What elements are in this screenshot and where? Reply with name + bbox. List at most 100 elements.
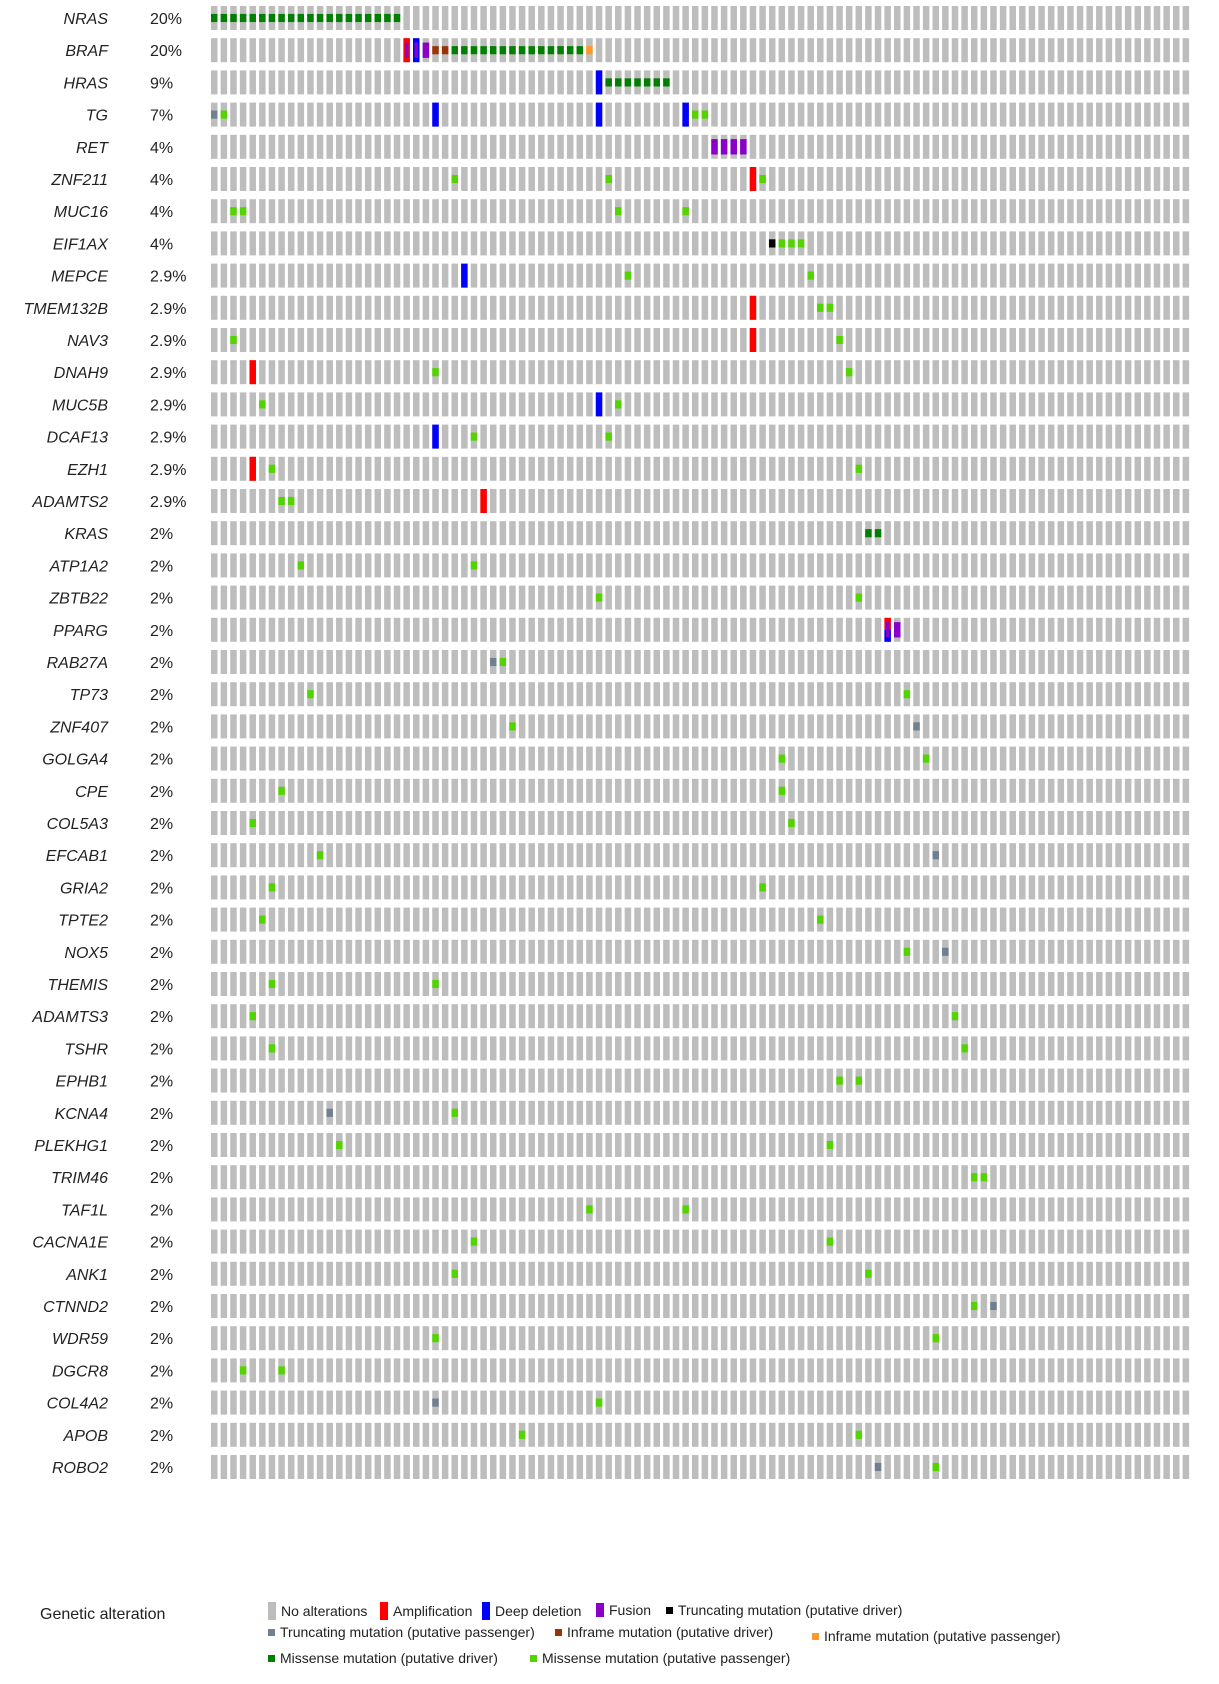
sample-cell: [817, 553, 824, 578]
sample-cell: [499, 1036, 507, 1061]
sample-cell: [951, 1197, 959, 1222]
sample-cell: [211, 1358, 218, 1383]
sample-cell: [990, 1229, 997, 1254]
sample-cell: [528, 1165, 535, 1190]
sample-cell: [307, 102, 314, 127]
gene-label: COL5A3: [47, 816, 108, 833]
sample-cell: [1134, 38, 1142, 63]
sample-cell: [605, 295, 612, 320]
sample-cell: [393, 1422, 401, 1447]
sample-cell: [672, 778, 680, 803]
sample-cell: [1086, 972, 1093, 996]
sample-cell: [1153, 263, 1161, 288]
sample-cell: [1067, 1100, 1074, 1125]
sample-cell: [393, 843, 401, 868]
sample-cell: [605, 1455, 612, 1479]
sample-cell: [268, 1455, 276, 1479]
sample-cell: [316, 1133, 324, 1157]
sample-cell: [1096, 102, 1103, 127]
sample-cell: [489, 939, 497, 964]
sample-cell: [894, 1100, 901, 1125]
sample-cell: [422, 939, 430, 964]
sample-cell: [480, 295, 487, 320]
sample-cell: [470, 1068, 478, 1093]
sample-cell: [384, 295, 391, 320]
sample-cell: [692, 489, 699, 513]
sample-cell: [807, 295, 814, 320]
sample-cell: [903, 489, 911, 513]
sample-cell: [826, 1261, 834, 1286]
sample-cell: [894, 778, 901, 803]
sample-cell: [624, 682, 632, 707]
sample-cell: [451, 328, 458, 352]
sample-cell: [624, 392, 632, 417]
percent-label: 7%: [150, 108, 173, 125]
sample-cell: [894, 1455, 901, 1479]
sample-cell: [913, 1261, 920, 1286]
sample-cell: [1057, 263, 1065, 288]
sample-cell: [307, 585, 314, 610]
sample-cell: [1019, 553, 1026, 578]
sample-cell: [595, 650, 603, 674]
sample-cell: [836, 1326, 843, 1351]
sample-cell: [451, 778, 458, 803]
sample-cell: [865, 650, 872, 674]
sample-cell: [1096, 489, 1103, 513]
sample-cell: [951, 199, 959, 224]
sample-cell: [538, 1390, 545, 1415]
sample-cell: [1028, 134, 1036, 159]
sample-cell: [422, 1133, 430, 1157]
sample-cell: [480, 231, 487, 256]
sample-cell: [374, 1390, 382, 1415]
sample-cell: [663, 1229, 670, 1254]
sample-cell: [307, 1261, 314, 1286]
sample-cell: [634, 1422, 641, 1447]
sample-cell: [1047, 295, 1055, 320]
sample-cell: [884, 1197, 891, 1222]
sample-cell: [778, 521, 786, 546]
row-DGCR8: DGCR8 2%: [52, 1358, 1190, 1383]
sample-cell: [615, 843, 622, 868]
sample-cell: [672, 38, 680, 63]
sample-cell: [884, 263, 891, 288]
sample-cell: [461, 295, 468, 320]
sample-cell: [990, 1068, 997, 1093]
sample-cell: [393, 1036, 401, 1061]
sample-cell: [903, 199, 911, 224]
sample-cell: [287, 1068, 295, 1093]
sample-cell: [586, 1133, 593, 1157]
sample-cell: [297, 1422, 305, 1447]
sample-cell: [374, 650, 382, 674]
sample-cell: [432, 456, 439, 481]
row-EFCAB1: EFCAB1 2%: [46, 843, 1190, 868]
sample-cell: [538, 939, 545, 964]
sample-cell: [759, 714, 766, 739]
sample-cell: [422, 489, 430, 513]
sample-cell: [336, 553, 343, 578]
sample-cell: [566, 456, 574, 481]
sample-cell: [230, 617, 237, 642]
sample-cell: [1134, 875, 1142, 900]
sample-cell: [403, 1197, 410, 1222]
sample-cell: [268, 1100, 276, 1125]
sample-cell: [961, 231, 968, 256]
sample-cell: [441, 424, 449, 449]
sample-cell: [961, 263, 968, 288]
sample-cell: [1173, 167, 1180, 191]
sample-cell: [489, 1165, 497, 1190]
gene-label: TG: [86, 108, 108, 125]
sample-cell: [413, 1165, 420, 1190]
sample-cell: [422, 714, 430, 739]
sample-cell: [749, 617, 757, 642]
sample-cell: [942, 134, 949, 159]
sample-cell: [1009, 70, 1016, 95]
sample-cell: [980, 1358, 988, 1383]
percent-label: 20%: [150, 43, 182, 60]
sample-cell: [393, 617, 401, 642]
sample-cell: [268, 682, 276, 707]
sample-cell: [345, 1133, 353, 1157]
sample-cell: [759, 360, 766, 385]
sample-cell: [230, 424, 237, 449]
sample-cell: [788, 585, 795, 610]
sample-cell: [1028, 1068, 1036, 1093]
